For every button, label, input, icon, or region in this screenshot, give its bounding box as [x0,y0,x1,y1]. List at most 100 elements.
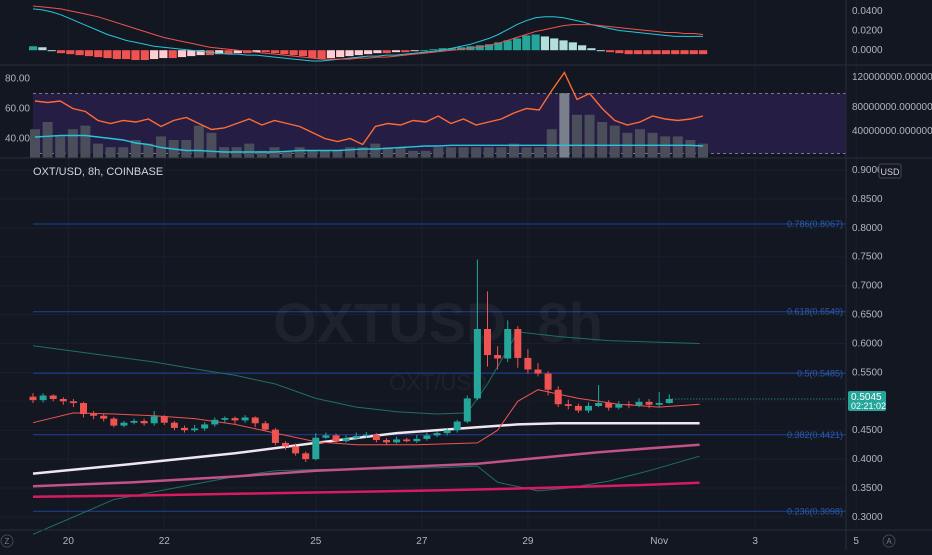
currency-button-label: USD [880,167,900,177]
candle-body-down [574,405,582,411]
price-y-tick-label: 0.8500 [852,194,883,205]
candle-body-up [221,418,229,420]
candle-body-up [362,434,370,436]
price-y-tick-label: 0.7000 [852,281,883,292]
candle-body-up [433,433,441,436]
candle-body-up [150,416,158,424]
volume-bar [698,143,708,158]
macd-histogram-bar [196,50,205,56]
volume-bar [395,147,406,158]
time-axis-label: Nov [650,536,668,547]
macd-histogram-bar [224,50,233,55]
time-axis-label: 3 [752,536,758,547]
volume-bar [584,114,595,158]
candle-body-up [120,422,128,426]
volume-bar [370,143,381,158]
macd-histogram-bar [643,50,652,55]
macd-y-tick-label: 0.0400 [852,6,883,17]
price-y-tick-label: 0.6500 [852,310,883,321]
macd-histogram-bar [103,50,112,59]
macd-y-tick-label: 0.0000 [852,45,883,56]
macd-histogram-bar [559,40,568,51]
macd-histogram-bar [131,50,140,61]
volume-bar [206,132,217,158]
macd-histogram-bar [47,50,56,52]
volume-bar [496,147,507,158]
candle-body-up [504,329,512,359]
candle-body-down [282,442,289,447]
candle-body-up [201,424,209,429]
macd-histogram-bar [699,50,708,55]
volume-bar [294,147,305,158]
volume-bar [67,129,78,158]
candle-body-down [645,401,653,405]
macd-histogram-bar [596,50,605,52]
candle-body-up [595,403,603,406]
volume-bar [458,147,469,158]
macd-histogram-bar [317,50,326,60]
candle-body-down [181,427,188,431]
macd-histogram-bar [122,50,131,60]
candle-body-up [241,417,249,421]
candle-body-down [494,355,502,359]
price-tag-background [848,390,886,411]
macd-histogram-bar [587,48,596,51]
volume-bar [634,129,645,158]
grid [0,0,932,530]
macd-histogram-bar [540,36,550,51]
volume-bar [508,143,519,158]
macd-pane[interactable] [29,5,708,62]
volume-bar [521,147,532,158]
fib-level-label: 0.618(0.6549) [787,307,843,317]
volume-bar [244,143,255,158]
candle-body-down [372,434,380,441]
price-tag-value: 0.5045 [851,392,882,403]
candle-body-down [554,389,562,405]
volume-bar [42,122,53,158]
moving-average-pink [32,443,700,488]
macd-histogram-bar [671,50,680,55]
currency-button[interactable]: USD [878,163,902,179]
macd-histogram-bar [373,50,382,54]
candle-body-down [271,429,279,443]
candle-body-up [423,435,431,439]
price-pane[interactable]: 0.786(0.8067) 0.618(0.6549) 0.5(0.5485) 0.3… [29,219,847,535]
macd-histogram-bar [447,48,456,51]
macd-histogram-bar [252,50,261,53]
price-y-tick-label: 0.9000 [852,165,883,176]
volume-bar [118,147,129,158]
price-y-tick-label: 0.5500 [852,367,883,378]
macd-histogram-bar [112,50,121,60]
candle-body-down [100,415,108,419]
rsi-pane[interactable] [30,71,846,159]
time-axis-label: 25 [310,536,322,547]
bollinger-lower-band [32,455,700,535]
macd-histogram-bar [494,42,503,51]
volume-bar [420,150,431,158]
volume-bar [130,140,141,158]
candle-body-down [29,396,37,401]
auto-scale-button[interactable]: A [882,534,896,548]
macd-histogram-bar [680,50,689,55]
volume-bar [332,150,343,158]
volume-bar [282,150,293,158]
volume-bar [256,150,267,158]
macd-histogram-bar [429,49,438,51]
price-y-tick-label: 0.7500 [852,252,883,263]
macd-histogram-bar [550,38,559,51]
moving-average-fast [32,389,700,446]
macd-histogram-bar [280,50,289,55]
macd-histogram-bar [66,50,75,55]
fib-level-label: 0.236(0.3098) [787,506,843,516]
macd-histogram-bar [345,50,354,57]
candle-body-down [231,418,239,421]
fib-level-label: 0.786(0.8067) [787,219,843,229]
volume-bar [672,136,683,158]
timezone-button-ring [0,534,14,548]
fib-level-label: 0.382(0.4421) [787,430,843,440]
macd-histogram-bar [689,50,698,55]
volume-bar [143,143,154,158]
timezone-button[interactable]: Z [0,534,14,548]
